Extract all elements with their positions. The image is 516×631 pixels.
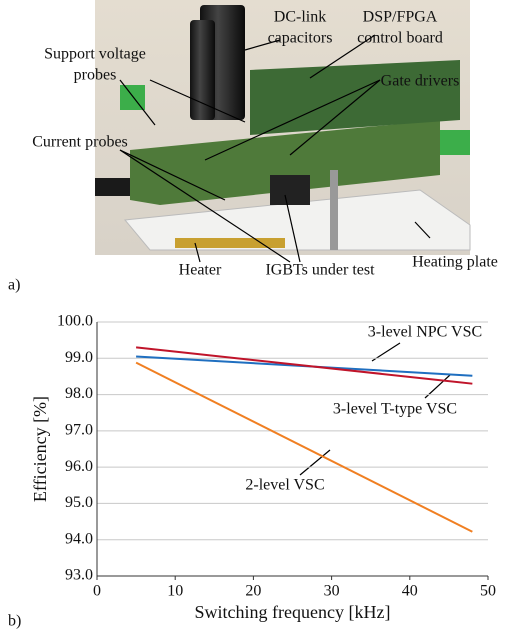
x-tick-label: 50 xyxy=(480,583,496,600)
page: DC-link capacitors DSP/FPGA control board Su… xyxy=(0,0,516,631)
y-tick-label: 100.0 xyxy=(57,313,93,330)
x-tick-label: 0 xyxy=(93,583,101,600)
series-label: 3-level T-type VSC xyxy=(333,401,457,418)
photo-label: Current probes xyxy=(32,134,128,151)
panel-label: b) xyxy=(8,613,21,630)
photo-label: Heater xyxy=(179,262,222,279)
y-tick-label: 99.0 xyxy=(65,349,93,366)
figure: DC-link capacitors DSP/FPGA control board Su… xyxy=(0,0,516,631)
photo-label: Heating plate xyxy=(412,254,498,271)
y-tick-label: 95.0 xyxy=(65,494,93,511)
photo-label: DSP/FPGA xyxy=(363,9,438,26)
y-tick-label: 97.0 xyxy=(65,422,93,439)
x-tick-label: 20 xyxy=(245,583,261,600)
y-tick-label: 96.0 xyxy=(65,458,93,475)
series-line xyxy=(136,363,472,532)
photo-label: capacitors xyxy=(268,30,333,47)
series-line xyxy=(136,347,472,383)
photo-label: Gate drivers xyxy=(381,73,460,90)
x-tick-label: 30 xyxy=(324,583,340,600)
y-axis-label: Efficiency [%] xyxy=(30,396,50,502)
y-tick-label: 94.0 xyxy=(65,530,93,547)
photo-label: probes xyxy=(74,67,117,84)
photo-label: control board xyxy=(357,30,443,47)
x-tick-label: 40 xyxy=(402,583,418,600)
x-axis-label: Switching frequency [kHz] xyxy=(195,602,391,622)
series-label: 2-level VSC xyxy=(245,477,324,494)
panel-label: a) xyxy=(8,277,20,294)
photo-label: IGBTs under test xyxy=(265,262,375,279)
series-label: 3-level NPC VSC xyxy=(368,324,482,341)
y-tick-label: 98.0 xyxy=(65,385,93,402)
x-tick-label: 10 xyxy=(167,583,183,600)
photo-label: Support voltage xyxy=(44,46,146,63)
photo-label: DC-link xyxy=(274,9,326,26)
y-tick-label: 93.0 xyxy=(65,567,93,584)
